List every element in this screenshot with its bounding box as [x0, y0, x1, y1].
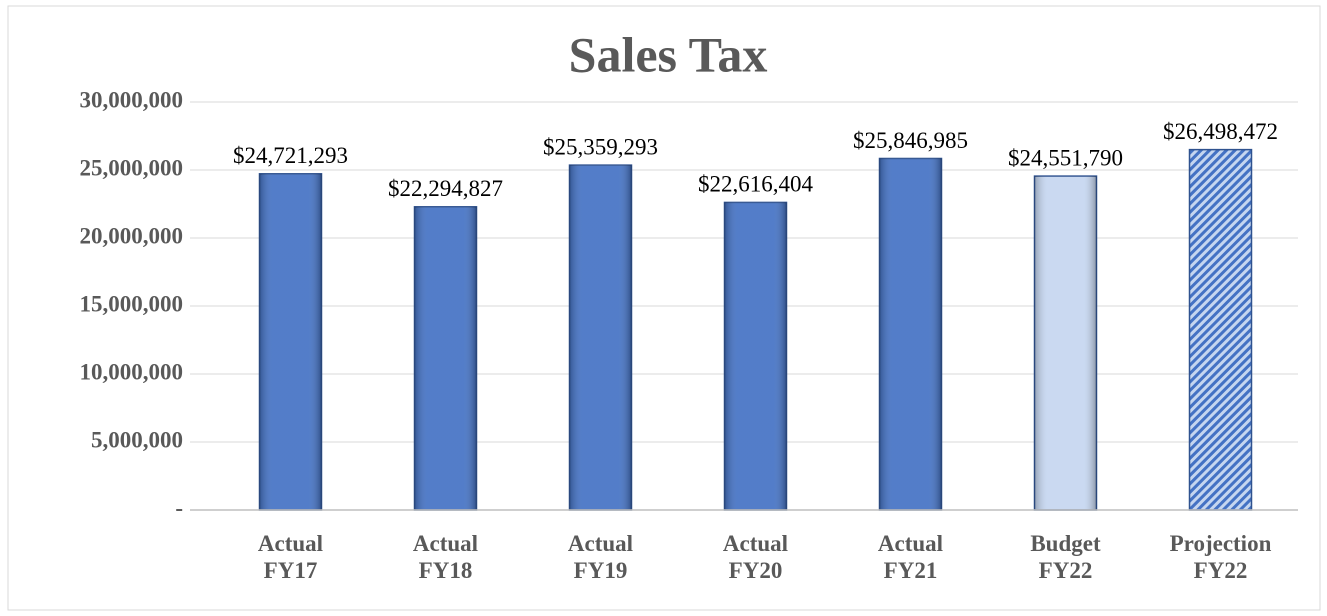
y-tick-label: 10,000,000: [80, 359, 184, 384]
chart-border: [7, 5, 1321, 611]
value-label: $24,551,790: [1008, 145, 1123, 170]
x-tick-label: Actual FY17: [257, 531, 324, 583]
value-label: $26,498,472: [1163, 119, 1278, 144]
x-tick-label: Actual FY19: [567, 531, 634, 583]
x-tick-label: Actual FY21: [877, 531, 944, 583]
x-tick-label: Actual FY18: [412, 531, 479, 583]
x-tick-label: Budget FY22: [1030, 531, 1101, 583]
y-tick-label: 5,000,000: [91, 427, 183, 452]
value-label: $22,616,404: [698, 172, 814, 197]
value-label: $24,721,293: [233, 143, 348, 168]
bar-shade: [879, 158, 942, 510]
bar-shade: [414, 206, 477, 511]
bar-shade: [259, 173, 322, 511]
bar-shade: [1034, 176, 1097, 511]
chart-title: Sales Tax: [569, 26, 768, 82]
value-label: $25,846,985: [853, 128, 968, 153]
value-label: $25,359,293: [543, 134, 658, 159]
bar: [1188, 148, 1253, 511]
y-tick-label: 30,000,000: [80, 87, 184, 112]
x-tick-label: Actual FY20: [722, 531, 789, 583]
bar-shade: [724, 202, 787, 510]
y-tick-label: 20,000,000: [80, 223, 184, 248]
x-tick-label: Projection FY22: [1169, 531, 1272, 583]
y-tick-label: 25,000,000: [80, 155, 184, 180]
y-tick-label: -: [175, 495, 183, 520]
bar-shade: [569, 165, 632, 510]
value-label: $22,294,827: [388, 176, 503, 201]
y-tick-label: 15,000,000: [80, 291, 184, 316]
